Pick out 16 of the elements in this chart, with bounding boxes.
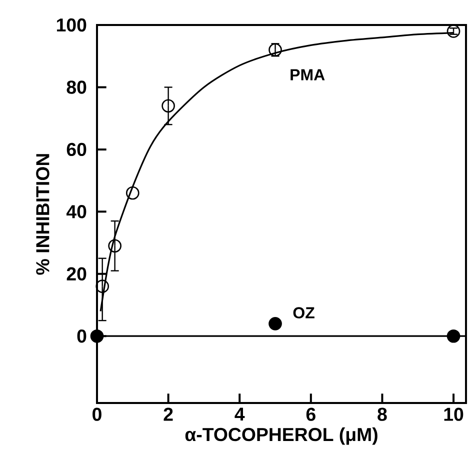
x-tick-label: 10 — [444, 408, 464, 421]
x-axis-title: α-TOCOPHEROL (μM) — [185, 427, 378, 445]
x-tick-label: 0 — [92, 408, 102, 421]
x-tick-label: 2 — [164, 408, 173, 421]
x-tick-label: 6 — [306, 408, 316, 421]
series-label: PMA — [290, 69, 325, 80]
x-tick-label: 4 — [234, 408, 245, 421]
y-tick-label: 80 — [66, 80, 86, 94]
y-tick-label: 40 — [66, 205, 86, 218]
y-tick-label: 60 — [66, 142, 86, 156]
y-tick-label: 0 — [77, 329, 86, 343]
y-tick-label: 100 — [56, 18, 86, 32]
x-tick-label: 8 — [378, 408, 387, 421]
y-tick-label: 20 — [66, 267, 86, 281]
y-axis-title: % INHIBITION — [36, 154, 50, 275]
series-label: OZ — [293, 307, 314, 318]
